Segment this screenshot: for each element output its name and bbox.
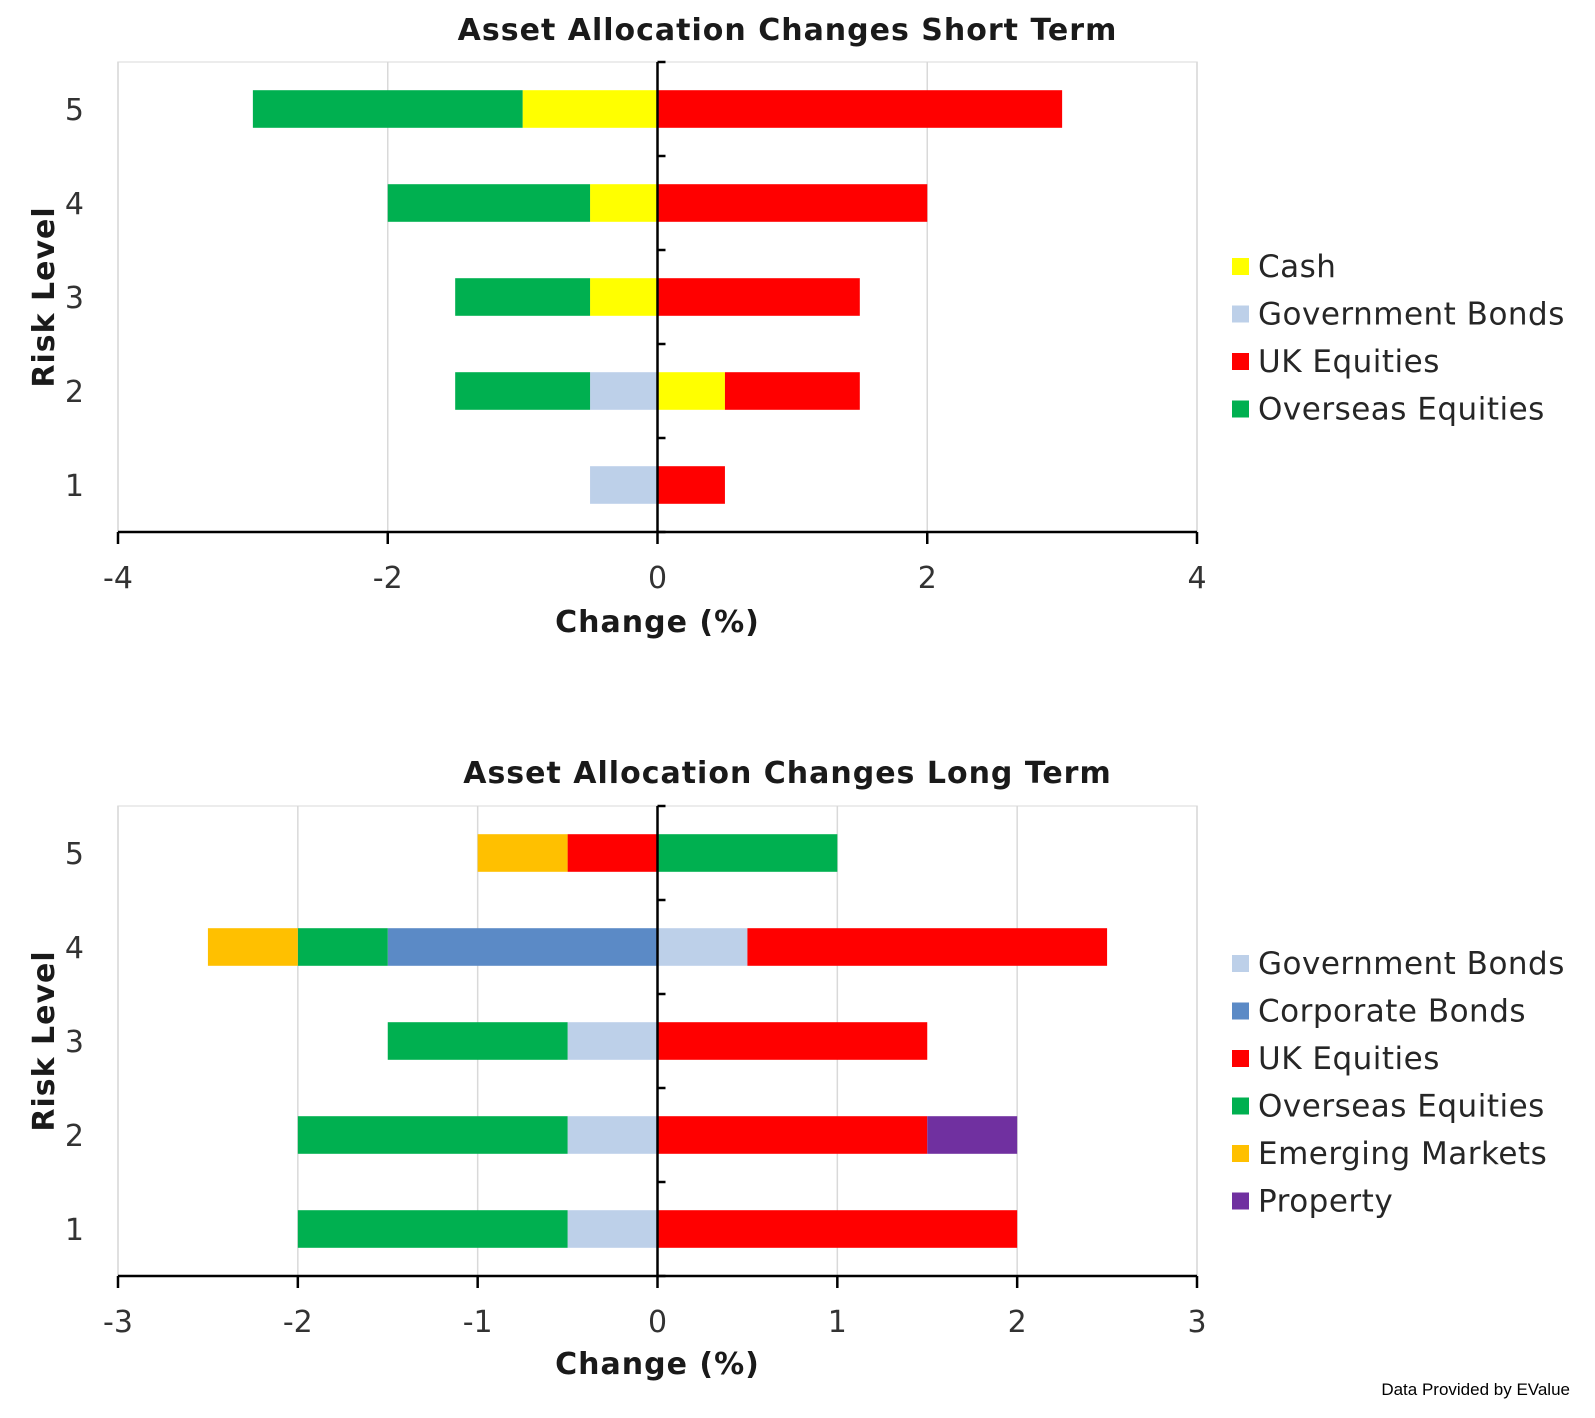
- y-axis-title: Risk Level: [27, 950, 62, 1131]
- bar-risk-2-overseas-equities: [455, 372, 591, 410]
- chart-title: Asset Allocation Changes Long Term: [463, 756, 1112, 791]
- bar-risk-4-uk-equities: [747, 928, 1108, 966]
- legend: Cash Government Bonds UK Equities Overseas …: [1232, 249, 1565, 428]
- bar-risk-1-government-bonds: [590, 466, 658, 504]
- bar-risk-1-government-bonds: [567, 1210, 658, 1248]
- short-term-chart: -4 -2 0 2 4 1 2 3 4 5 Asset Allocation Changes Sho…: [27, 13, 1565, 640]
- legend-swatch: [1232, 258, 1249, 275]
- bar-risk-1-uk-equities: [657, 1210, 1018, 1248]
- x-tick-label: 1: [828, 1305, 847, 1340]
- bar-risk-4-emerging-markets: [207, 928, 298, 966]
- legend-swatch: [1232, 1002, 1249, 1020]
- bar-risk-4-government-bonds: [657, 928, 748, 966]
- x-tick-label: 2: [918, 561, 937, 596]
- bar-risk-4-corporate-bonds: [387, 928, 658, 966]
- x-tick-label: -2: [283, 1305, 313, 1340]
- legend-swatch: [1232, 955, 1249, 972]
- legend-label: Corporate Bonds: [1258, 994, 1526, 1030]
- y-tick-label: 2: [65, 375, 84, 410]
- legend-label: Cash: [1258, 249, 1336, 285]
- bar-risk-5-overseas-equities: [657, 834, 838, 872]
- bar-risk-5-emerging-markets: [477, 834, 568, 872]
- bar-risk-2-property: [927, 1116, 1018, 1154]
- legend-swatch: [1232, 400, 1249, 418]
- bar-risk-3-overseas-equities: [387, 1022, 568, 1060]
- legend-label: UK Equities: [1258, 344, 1440, 380]
- bar-risk-3-overseas-equities: [455, 278, 591, 316]
- long-term-chart: -3 -2 -1 0 1 2 3 1 2 3 4 5 Asset Allocation Changes …: [27, 756, 1565, 1382]
- legend-swatch: [1232, 1192, 1249, 1210]
- bar-risk-5-overseas-equities: [252, 90, 523, 128]
- legend-label: Emerging Markets: [1258, 1136, 1547, 1172]
- y-tick-label: 1: [65, 1213, 84, 1248]
- y-tick-label: 5: [65, 837, 84, 872]
- bar-risk-3-uk-equities: [657, 278, 860, 316]
- bar-risk-5-uk-equities: [567, 834, 658, 872]
- y-tick-label: 3: [65, 1025, 84, 1060]
- x-tick-label: 3: [1187, 1305, 1206, 1340]
- source-note: Data Provided by EValue: [1381, 1380, 1570, 1399]
- legend-label: UK Equities: [1258, 1041, 1440, 1077]
- legend-label: Overseas Equities: [1258, 1089, 1545, 1125]
- x-tick-label: -4: [103, 561, 133, 596]
- y-tick-label: 1: [65, 469, 84, 504]
- x-axis-title: Change (%): [555, 605, 760, 640]
- bar-risk-5-cash: [522, 90, 658, 128]
- x-tick-label: 4: [1187, 561, 1206, 596]
- x-tick-label: 0: [648, 561, 667, 596]
- legend-label: Overseas Equities: [1258, 392, 1545, 428]
- x-tick-label: -1: [463, 1305, 493, 1340]
- x-tick-label: -2: [373, 561, 403, 596]
- y-tick-label: 3: [65, 281, 84, 316]
- legend-swatch: [1232, 305, 1249, 323]
- y-tick-label: 4: [65, 187, 84, 222]
- legend-swatch: [1232, 1145, 1249, 1162]
- bar-risk-3-government-bonds: [567, 1022, 658, 1060]
- legend-label: Government Bonds: [1258, 946, 1565, 982]
- bar-risk-2-uk-equities: [724, 372, 860, 410]
- bar-risk-4-cash: [590, 184, 658, 222]
- legend: Government Bonds Corporate Bonds UK Equiti…: [1232, 946, 1565, 1220]
- bar-risk-1-uk-equities: [657, 466, 725, 504]
- legend-swatch: [1232, 1050, 1249, 1067]
- legend-swatch: [1232, 353, 1249, 370]
- x-tick-label: -3: [103, 1305, 133, 1340]
- bar-risk-2-uk-equities: [657, 1116, 928, 1154]
- bar-risk-5-uk-equities: [657, 90, 1063, 128]
- legend-label: Property: [1258, 1184, 1393, 1220]
- chart-title: Asset Allocation Changes Short Term: [458, 13, 1118, 48]
- bar-risk-3-uk-equities: [657, 1022, 928, 1060]
- y-tick-label: 5: [65, 93, 84, 128]
- y-axis-title: Risk Level: [27, 206, 62, 387]
- y-tick-label: 2: [65, 1119, 84, 1154]
- bar-risk-1-overseas-equities: [297, 1210, 568, 1248]
- legend-label: Government Bonds: [1258, 297, 1565, 333]
- bar-risk-3-cash: [590, 278, 658, 316]
- bar-risk-2-government-bonds: [590, 372, 658, 410]
- bar-risk-2-cash: [657, 372, 725, 410]
- bar-risk-2-overseas-equities: [297, 1116, 568, 1154]
- x-tick-label: 0: [648, 1305, 667, 1340]
- legend-swatch: [1232, 1097, 1249, 1115]
- y-tick-label: 4: [65, 931, 84, 966]
- bar-risk-2-government-bonds: [567, 1116, 658, 1154]
- bar-risk-4-overseas-equities: [297, 928, 388, 966]
- x-tick-label: 2: [1008, 1305, 1027, 1340]
- bar-risk-4-uk-equities: [657, 184, 928, 222]
- x-axis-title: Change (%): [555, 1347, 760, 1382]
- bar-risk-4-overseas-equities: [387, 184, 591, 222]
